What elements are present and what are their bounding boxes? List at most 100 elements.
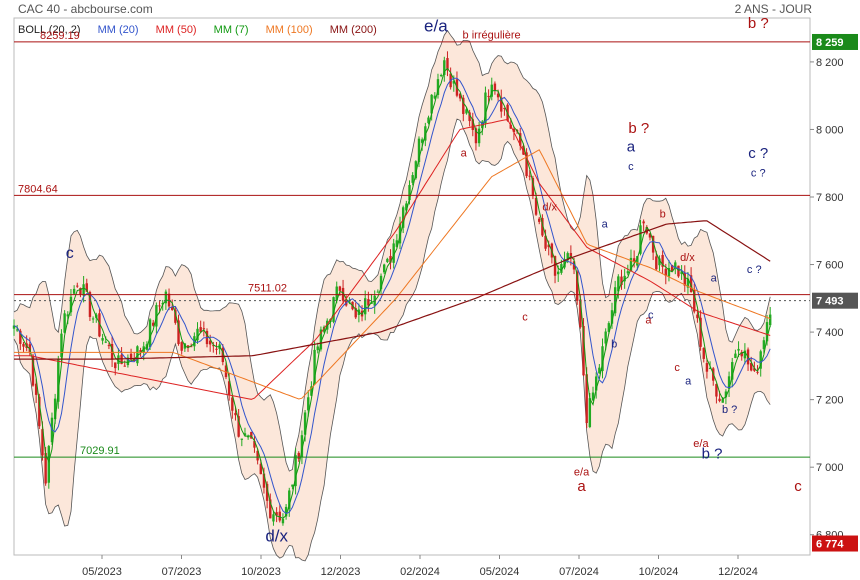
- candle-body: [82, 284, 85, 296]
- candle-body: [648, 233, 652, 238]
- candle-body: [458, 93, 462, 99]
- mm100-line: [14, 149, 771, 400]
- x-tick-label: 07/2024: [559, 566, 599, 578]
- candle-body: [284, 506, 288, 517]
- candle-body: [221, 347, 225, 363]
- candle-body: [395, 240, 399, 247]
- candle-body: [120, 354, 123, 365]
- candle-body: [601, 346, 604, 372]
- candle-body: [202, 328, 206, 330]
- candle-body: [417, 138, 421, 163]
- candle-body: [446, 58, 449, 71]
- candle-body: [462, 97, 465, 114]
- candle-body: [718, 398, 721, 401]
- candle-body: [557, 271, 560, 275]
- candle-body: [765, 322, 769, 342]
- candle-body: [519, 133, 522, 146]
- candle-body: [63, 313, 66, 333]
- wave-label: a: [627, 138, 636, 155]
- candle-body: [731, 362, 734, 380]
- y-tick-label: 8 200: [816, 57, 844, 69]
- candle-body: [253, 440, 256, 448]
- wave-label: d/x: [680, 252, 695, 264]
- x-tick-label: 12/2024: [718, 566, 758, 578]
- candle-body: [702, 347, 705, 359]
- candle-body: [386, 258, 389, 262]
- candle-body: [439, 75, 443, 77]
- candle-body: [496, 93, 500, 98]
- candle-body: [636, 256, 639, 266]
- level-label: 7804.64: [18, 183, 58, 195]
- wave-label: c ?: [748, 145, 768, 162]
- candle-body: [575, 271, 579, 301]
- legend-mm50: MM (50): [155, 24, 197, 36]
- candle-body: [303, 412, 307, 435]
- candle-body: [189, 346, 193, 348]
- candle-body: [674, 262, 677, 268]
- candle-body: [265, 483, 269, 501]
- last-price-badge-text: 7 493: [816, 296, 844, 308]
- wave-label: a: [602, 218, 609, 230]
- candle-body: [667, 268, 671, 277]
- candle-body: [594, 376, 598, 391]
- candle-body: [155, 305, 158, 327]
- candle-body: [224, 365, 228, 378]
- wave-label: d/x: [265, 526, 288, 545]
- candle-body: [158, 305, 161, 307]
- candle-body: [332, 297, 335, 322]
- candle-body: [310, 386, 313, 396]
- candle-body: [227, 381, 231, 396]
- candle-body: [424, 126, 427, 141]
- candle-body: [645, 226, 649, 234]
- y-tick-label: 7 000: [816, 462, 844, 474]
- candle-body: [212, 345, 215, 347]
- wave-label: b ?: [702, 446, 723, 463]
- candle-body: [503, 107, 506, 109]
- candle-body: [572, 261, 576, 270]
- candle-body: [629, 257, 633, 272]
- candle-body: [651, 235, 655, 253]
- period-label: 2 ANS - JOUR: [734, 2, 812, 16]
- candle-body: [541, 217, 544, 236]
- candle-body: [250, 431, 253, 439]
- candle-body: [525, 152, 528, 177]
- candle-body: [107, 345, 111, 347]
- candle-body: [186, 345, 190, 349]
- candle-body: [696, 314, 699, 319]
- candle-body: [117, 355, 120, 364]
- bollinger-upper: [13, 29, 771, 472]
- candle-body: [553, 256, 557, 276]
- candle-body: [737, 348, 740, 351]
- candle-body: [750, 363, 753, 371]
- candle-body: [642, 221, 645, 224]
- candle-body: [72, 288, 76, 294]
- candle-body: [15, 329, 19, 331]
- candle-body: [47, 446, 51, 483]
- candle-body: [734, 353, 737, 358]
- candle-body: [272, 514, 275, 522]
- candle-body: [579, 299, 582, 328]
- high-badge-text: 8 259: [816, 37, 844, 49]
- x-tick-label: 10/2023: [241, 566, 281, 578]
- wave-label: b ?: [722, 404, 737, 416]
- candle-body: [177, 320, 180, 345]
- wave-label: e/a: [574, 467, 590, 479]
- legend-mm200: MM (200): [329, 24, 377, 36]
- candle-body: [705, 363, 709, 372]
- candle-body: [104, 341, 107, 343]
- high-badge: [812, 33, 858, 50]
- candle-body: [632, 258, 636, 262]
- candle-body: [724, 391, 728, 398]
- candle-body: [243, 433, 247, 436]
- candle-body: [689, 275, 693, 292]
- x-tick-label: 05/2024: [480, 566, 520, 578]
- candle-body: [367, 299, 370, 306]
- candle-body: [376, 291, 380, 293]
- candle-body: [114, 362, 117, 369]
- candle-body: [12, 325, 16, 329]
- candle-body: [528, 175, 531, 177]
- candle-body: [433, 95, 437, 99]
- candle-body: [31, 355, 35, 386]
- chart-title: CAC 40 - abcbourse.com: [18, 2, 153, 16]
- candle-body: [585, 374, 588, 423]
